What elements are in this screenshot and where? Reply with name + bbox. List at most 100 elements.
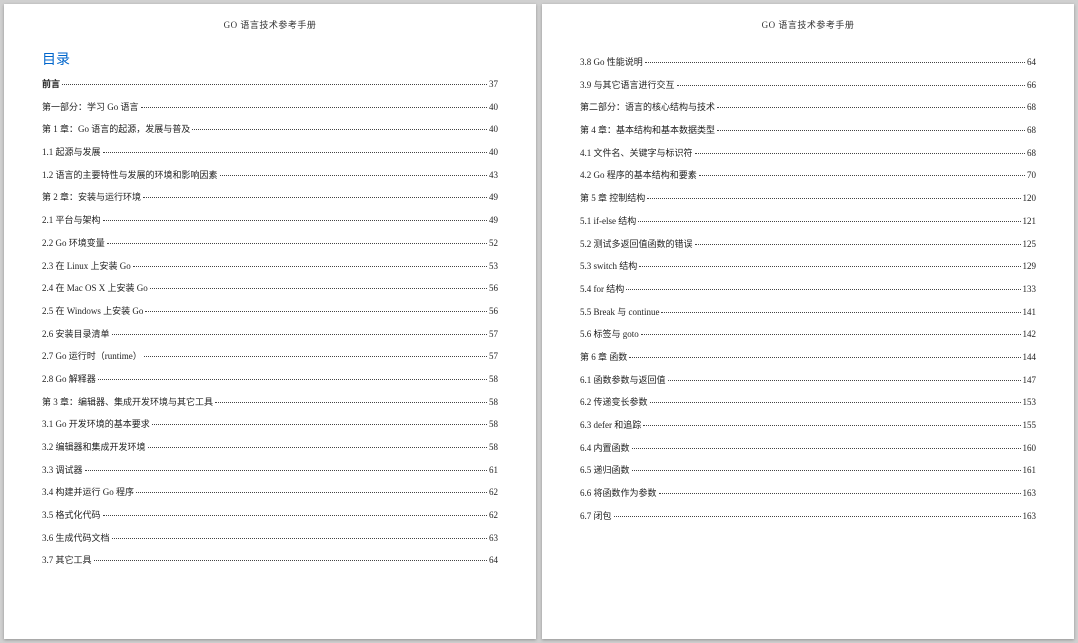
toc-entry-page: 40 (489, 124, 498, 136)
toc-entry-page: 120 (1023, 193, 1037, 205)
toc-dots (643, 425, 1020, 426)
toc-entry-label: 第 1 章：Go 语言的起源，发展与普及 (42, 124, 190, 136)
toc-entry-page: 142 (1023, 329, 1037, 341)
toc-dots (695, 244, 1021, 245)
page-right: GO 语言技术参考手册 3.8 Go 性能说明64 3.9 与其它语言进行交互66… (542, 4, 1074, 639)
toc-entry: 2.6 安装目录清单57 (42, 329, 498, 341)
toc-entry: 3.9 与其它语言进行交互66 (580, 80, 1036, 92)
toc-entry-label: 5.3 switch 结构 (580, 261, 637, 273)
toc-entry-label: 2.5 在 Windows 上安装 Go (42, 306, 143, 318)
toc-dots (141, 107, 487, 108)
toc-dots (85, 470, 487, 471)
toc-dots (143, 197, 487, 198)
toc-entry-label: 3.1 Go 开发环境的基本要求 (42, 419, 150, 431)
toc-entry: 6.7 闭包163 (580, 511, 1036, 523)
toc-dots (629, 357, 1020, 358)
toc-dots (103, 220, 487, 221)
toc-entry: 6.1 函数参数与返回值 147 (580, 375, 1036, 387)
toc-dots (150, 288, 487, 289)
toc-entry: 第二部分：语言的核心结构与技术68 (580, 102, 1036, 114)
toc-list-right: 3.8 Go 性能说明64 3.9 与其它语言进行交互66 第二部分：语言的核心结构… (580, 57, 1036, 522)
toc-dots (220, 175, 487, 176)
toc-entry: 6.6 将函数作为参数163 (580, 488, 1036, 500)
toc-dots (638, 221, 1020, 222)
page-header-right: GO 语言技术参考手册 (580, 18, 1036, 31)
toc-entry: 第 3 章：编辑器、集成开发环境与其它工具 58 (42, 397, 498, 409)
toc-entry-label: 3.6 生成代码文档 (42, 533, 110, 545)
toc-dots (107, 243, 487, 244)
toc-entry: 2.5 在 Windows 上安装 Go 56 (42, 306, 498, 318)
toc-entry: 3.1 Go 开发环境的基本要求58 (42, 419, 498, 431)
toc-entry: 5.1 if-else 结构121 (580, 216, 1036, 228)
toc-entry-page: 56 (489, 306, 498, 318)
toc-entry-page: 58 (489, 442, 498, 454)
toc-entry: 6.4 内置函数 160 (580, 443, 1036, 455)
toc-entry-page: 68 (1027, 148, 1036, 160)
toc-entry-page: 57 (489, 329, 498, 341)
toc-entry: 3.8 Go 性能说明64 (580, 57, 1036, 69)
toc-entry: 第 1 章：Go 语言的起源，发展与普及 40 (42, 124, 498, 136)
toc-entry: 5.2 测试多返回值函数的错误125 (580, 239, 1036, 251)
toc-entry-page: 62 (489, 510, 498, 522)
toc-entry: 3.4 构建并运行 Go 程序62 (42, 487, 498, 499)
toc-entry-page: 160 (1023, 443, 1037, 455)
toc-entry-page: 58 (489, 397, 498, 409)
toc-entry: 6.3 defer 和追踪155 (580, 420, 1036, 432)
toc-entry-label: 第 2 章：安装与运行环境 (42, 192, 141, 204)
toc-entry-page: 43 (489, 170, 498, 182)
toc-entry: 3.5 格式化代码62 (42, 510, 498, 522)
toc-dots (112, 334, 487, 335)
toc-entry: 2.3 在 Linux 上安装 Go53 (42, 261, 498, 273)
toc-entry-page: 133 (1023, 284, 1037, 296)
toc-entry-page: 121 (1023, 216, 1037, 228)
toc-entry-label: 3.2 编辑器和集成开发环境 (42, 442, 146, 454)
toc-entry-label: 4.1 文件名、关键字与标识符 (580, 148, 693, 160)
toc-dots (136, 492, 487, 493)
toc-entry-page: 52 (489, 238, 498, 250)
toc-entry-label: 6.4 内置函数 (580, 443, 630, 455)
toc-entry: 第 5 章 控制结构120 (580, 193, 1036, 205)
toc-entry-label: 5.6 标签与 goto (580, 329, 639, 341)
toc-entry-label: 2.2 Go 环境变量 (42, 238, 105, 250)
toc-entry-page: 147 (1023, 375, 1037, 387)
toc-entry-label: 第 3 章：编辑器、集成开发环境与其它工具 (42, 397, 213, 409)
toc-entry-label: 3.3 调试器 (42, 465, 83, 477)
toc-dots (94, 560, 487, 561)
toc-dots (632, 470, 1021, 471)
toc-entry-page: 62 (489, 487, 498, 499)
toc-dots (133, 266, 487, 267)
toc-dots (650, 402, 1021, 403)
toc-entry-page: 63 (489, 533, 498, 545)
toc-entry-label: 6.5 递归函数 (580, 465, 630, 477)
toc-entry: 4.2 Go 程序的基本结构和要素70 (580, 170, 1036, 182)
toc-entry-label: 2.3 在 Linux 上安装 Go (42, 261, 131, 273)
toc-entry-label: 前言 (42, 79, 60, 91)
toc-entry-page: 141 (1023, 307, 1037, 319)
toc-dots (192, 129, 487, 130)
toc-entry-label: 2.8 Go 解释器 (42, 374, 96, 386)
toc-dots (661, 312, 1020, 313)
toc-dots (641, 334, 1021, 335)
toc-entry: 前言37 (42, 79, 498, 91)
toc-entry-label: 第 4 章：基本结构和基本数据类型 (580, 125, 715, 137)
toc-entry-page: 49 (489, 215, 498, 227)
toc-dots (145, 311, 487, 312)
toc-entry-page: 153 (1023, 397, 1037, 409)
toc-entry-label: 5.5 Break 与 continue (580, 307, 659, 319)
toc-entry-page: 64 (489, 555, 498, 567)
toc-entry-label: 4.2 Go 程序的基本结构和要素 (580, 170, 697, 182)
toc-entry-label: 6.1 函数参数与返回值 (580, 375, 666, 387)
toc-entry-page: 58 (489, 374, 498, 386)
toc-entry-page: 155 (1023, 420, 1037, 432)
toc-entry-page: 161 (1023, 465, 1037, 477)
toc-entry-label: 6.6 将函数作为参数 (580, 488, 657, 500)
toc-entry-label: 6.7 闭包 (580, 511, 612, 523)
toc-entry: 2.1 平台与架构49 (42, 215, 498, 227)
toc-entry-label: 3.9 与其它语言进行交互 (580, 80, 675, 92)
toc-entry-label: 1.2 语言的主要特性与发展的环境和影响因素 (42, 170, 218, 182)
toc-entry: 4.1 文件名、关键字与标识符 68 (580, 148, 1036, 160)
toc-entry: 2.4 在 Mac OS X 上安装 Go56 (42, 283, 498, 295)
toc-entry: 6.2 传递变长参数153 (580, 397, 1036, 409)
page-left: GO 语言技术参考手册 目录 前言37第一部分：学习 Go 语言40第 1 章：… (4, 4, 536, 639)
toc-entry: 5.3 switch 结构129 (580, 261, 1036, 273)
